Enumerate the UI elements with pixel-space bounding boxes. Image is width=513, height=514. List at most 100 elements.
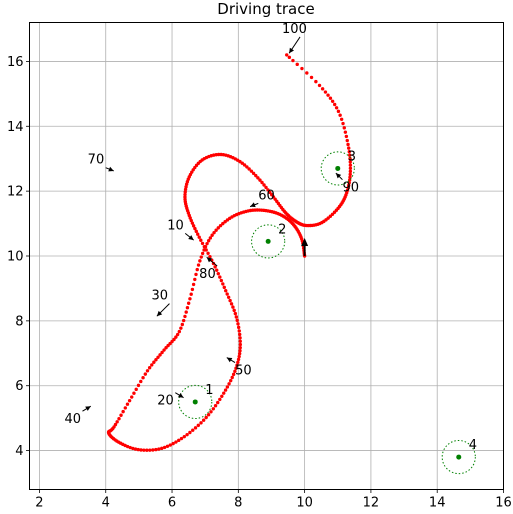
trace-point <box>326 93 330 97</box>
trace-point <box>229 302 234 306</box>
trace-point <box>236 325 241 330</box>
trace-point <box>179 436 184 441</box>
trace-point <box>196 263 201 267</box>
trace-point <box>128 445 132 450</box>
landmark-markers: 1 2 3 4 <box>178 149 477 475</box>
trace-point <box>208 236 213 240</box>
trace-point <box>216 400 220 405</box>
trace-point <box>247 167 251 171</box>
trace-point <box>196 423 201 428</box>
trace-point <box>328 214 333 218</box>
trace-point <box>235 363 239 367</box>
trace-point <box>216 271 220 276</box>
trace-point <box>183 192 187 197</box>
trace-point <box>234 315 239 319</box>
trace-point <box>184 310 188 314</box>
trace-point <box>139 379 143 384</box>
step-arrowhead <box>226 357 233 363</box>
landmark-center <box>335 165 341 171</box>
x-tick-label: 14 <box>429 496 446 511</box>
trace-point <box>200 241 205 246</box>
trace-point <box>221 221 225 226</box>
y-tick-label: 12 <box>7 185 24 200</box>
trace-point <box>212 230 216 235</box>
trace-point <box>158 353 162 357</box>
trace-point <box>208 255 212 259</box>
trace-point <box>254 173 258 178</box>
trace-point <box>164 346 168 350</box>
trace-point <box>347 146 351 150</box>
landmark-label: 3 <box>348 149 356 164</box>
trace-point <box>227 382 231 386</box>
trace-point <box>199 238 203 242</box>
trace-point <box>238 339 242 343</box>
landmark-center <box>265 238 271 244</box>
trace-point <box>314 79 318 84</box>
trace-point <box>125 402 130 406</box>
trace-point <box>218 223 223 228</box>
trace-point <box>342 126 346 130</box>
step-annotations: 10 20 30 40 50 60 70 80 90 100 <box>64 22 359 427</box>
trace-point <box>223 220 227 224</box>
trace-point <box>211 407 216 411</box>
trace-point <box>262 183 266 187</box>
trace-point <box>123 406 128 410</box>
trace-point <box>238 348 242 353</box>
trace-point <box>264 185 268 190</box>
trace-point <box>332 102 337 107</box>
trace-point <box>234 366 238 370</box>
trace-point <box>142 448 146 452</box>
trace-point <box>200 251 205 256</box>
trace-point <box>198 259 202 263</box>
trace-point <box>121 409 125 414</box>
trace-point <box>258 178 262 182</box>
step-arrowhead <box>156 310 163 317</box>
trace-point <box>320 87 325 91</box>
trace-point <box>193 226 197 231</box>
trace-point <box>125 444 130 449</box>
trace-point <box>237 351 242 356</box>
trace-point <box>216 226 220 230</box>
trace-point <box>334 106 339 110</box>
trace-point <box>119 413 123 417</box>
trace-point <box>238 345 242 350</box>
trace-point <box>182 434 186 439</box>
step-arrowhead <box>335 173 342 179</box>
trace-point <box>291 58 295 63</box>
trace-point <box>156 355 160 359</box>
trace-point <box>230 375 234 380</box>
trace-point <box>145 448 149 452</box>
trace-point <box>295 62 299 67</box>
trace-point <box>196 232 200 236</box>
trace-point <box>237 354 241 359</box>
trace-point <box>191 428 195 432</box>
trace-point <box>183 195 187 199</box>
trace-point <box>139 448 143 452</box>
trace-point <box>143 372 148 376</box>
y-tick-label: 6 <box>15 379 23 394</box>
trace-point <box>219 278 224 283</box>
trace-point <box>184 185 188 189</box>
trace-point <box>215 268 219 272</box>
x-tick-label: 4 <box>102 496 110 511</box>
trace-point <box>223 388 228 392</box>
trace-point <box>154 447 158 452</box>
trace-point <box>199 255 203 259</box>
step-label: 20 <box>157 394 174 409</box>
trace-point <box>222 391 226 395</box>
trace-point <box>225 218 230 222</box>
trace-point <box>189 292 193 296</box>
trace-point <box>181 318 186 323</box>
landmark-circle <box>441 439 476 475</box>
trace-point <box>309 75 314 80</box>
trace-point <box>136 447 140 452</box>
trace-point <box>268 190 272 195</box>
trace-point <box>339 117 344 121</box>
trace-point <box>145 369 150 373</box>
trace-point <box>160 446 164 451</box>
y-tick-label: 14 <box>7 120 24 135</box>
x-tick-label: 6 <box>168 496 176 511</box>
trace-point <box>201 418 206 422</box>
trace-point <box>185 432 189 437</box>
vehicle-heading-arrowhead <box>301 238 309 246</box>
